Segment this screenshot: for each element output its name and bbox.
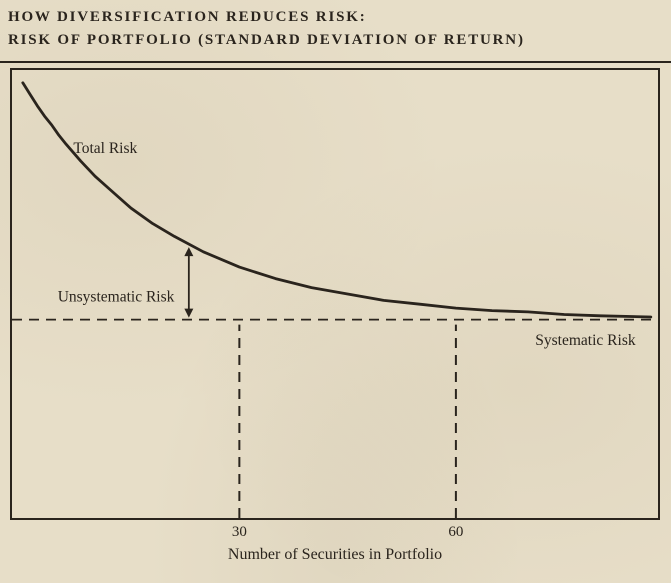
x-tick-30: 30 — [231, 524, 247, 540]
risk-curve-plot — [12, 81, 658, 518]
x-axis-label: Number of Securities in Portfolio — [227, 546, 443, 563]
chart-frame: Total Risk Unsystematic Risk Systematic … — [10, 68, 660, 520]
unsystematic-risk-label: Unsystematic Risk — [57, 288, 175, 306]
figure-title-line2: RISK OF PORTFOLIO (STANDARD DEVIATION OF… — [8, 32, 525, 48]
x-axis-ticks: 30 60 — [12, 524, 658, 544]
x-tick-60: 60 — [448, 524, 464, 540]
total-risk-label: Total Risk — [73, 140, 138, 158]
figure-title: HOW DIVERSIFICATION REDUCES RISK: RISK O… — [0, 0, 671, 63]
figure-title-line1: HOW DIVERSIFICATION REDUCES RISK: — [8, 9, 367, 25]
systematic-risk-label: Systematic Risk — [535, 332, 636, 350]
